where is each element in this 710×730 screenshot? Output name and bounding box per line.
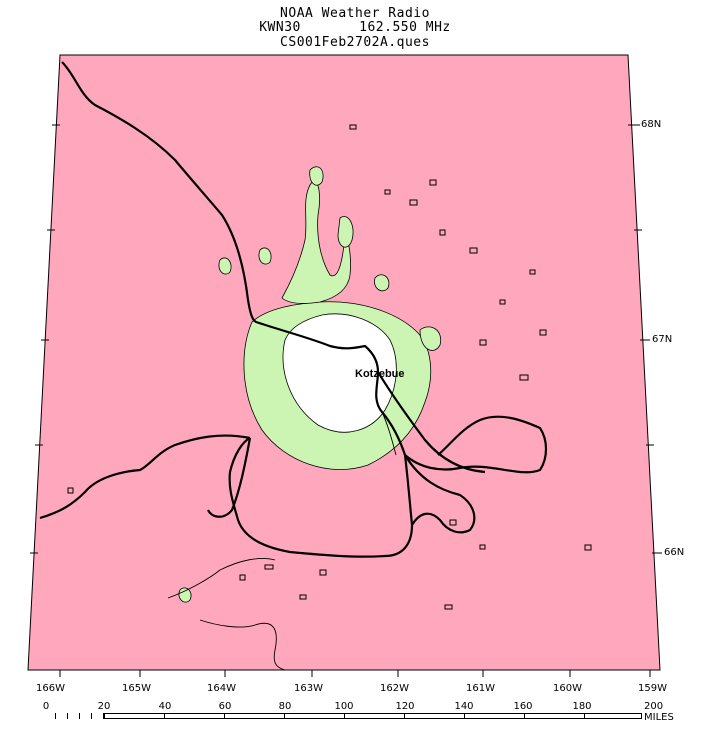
lon-label-163w: 163W (294, 683, 323, 694)
scale-tick-100: 100 (334, 701, 354, 712)
scale-tick-40: 40 (158, 701, 172, 712)
coastlines (39, 61, 548, 558)
lon-label-159w: 159W (638, 683, 667, 694)
scale-tick-120: 120 (395, 701, 415, 712)
header-title: NOAA Weather Radio (280, 6, 430, 21)
lon-label-165w: 165W (122, 683, 151, 694)
scale-tick-180: 180 (572, 701, 592, 712)
lat-label-66n: 66N (664, 547, 685, 558)
scale-bar (44, 713, 642, 719)
lat-label-67n: 67N (652, 334, 673, 345)
lon-label-161w: 161W (466, 683, 495, 694)
scale-tick-60: 60 (218, 701, 232, 712)
lat-ticks (30, 124, 662, 554)
scale-tick-20: 20 (97, 701, 111, 712)
scale-tick-140: 140 (454, 701, 474, 712)
scale-tick-160: 160 (513, 701, 533, 712)
scale-tick-80: 80 (278, 701, 292, 712)
scale-tick-200: 200 MILES (644, 701, 674, 723)
lon-label-164w: 164W (207, 683, 236, 694)
lon-label-160w: 160W (553, 683, 582, 694)
scale-bar-fine (44, 713, 104, 719)
lon-label-166w: 166W (36, 683, 65, 694)
header-file: CS001Feb2702A.ques (280, 35, 430, 50)
lat-label-68n: 68N (641, 119, 662, 130)
lakes (67, 124, 592, 610)
scale-tick-0: 0 (42, 701, 50, 712)
lon-ticks (59, 670, 651, 677)
lon-label-162w: 162W (380, 683, 409, 694)
rivers (167, 411, 397, 671)
reliable-coverage (282, 313, 397, 433)
header-station: KWN30 162.550 MHz (259, 20, 451, 35)
city-label: Kotzebue (355, 368, 405, 380)
